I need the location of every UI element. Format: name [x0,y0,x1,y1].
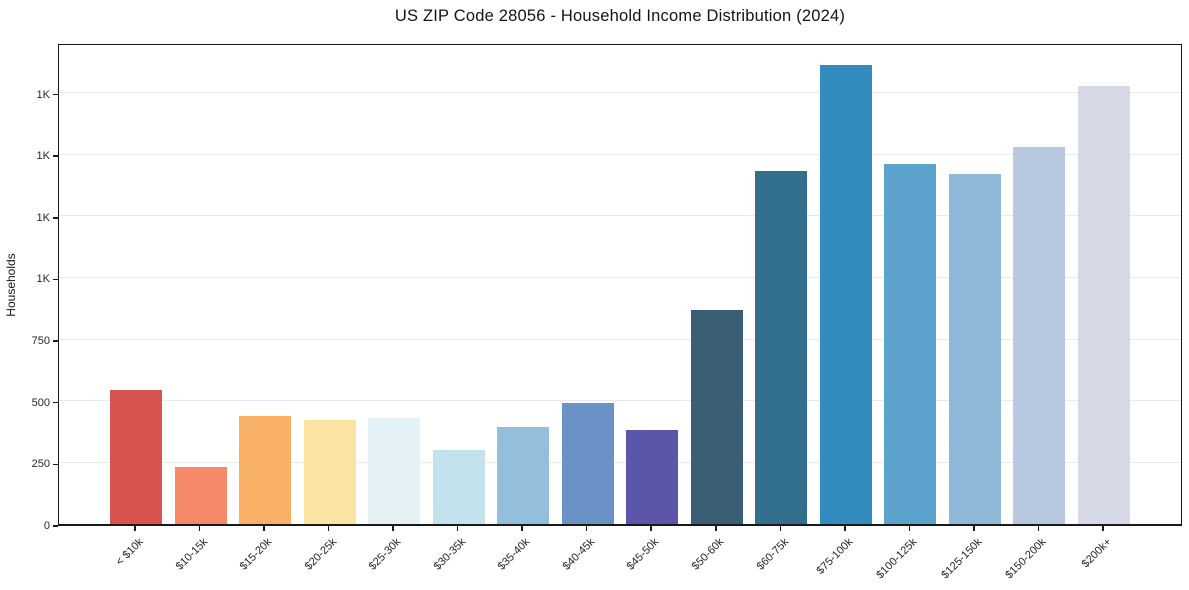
y-tick-mark [53,401,58,404]
bar-$35-40k [497,426,550,524]
x-tick-mark [134,526,136,531]
bar-$100-125k [884,164,937,524]
y-tick-mark [53,217,58,219]
y-tick-label: 1K [36,273,50,286]
x-tick-mark [650,526,652,531]
x-tick-mark [715,526,717,531]
gridline [59,92,1181,94]
x-tick-label: $25-30k [367,536,404,573]
x-tick-mark [973,526,975,531]
bar-$75-100k [819,65,872,524]
x-tick-label: $60-75k [754,536,791,573]
bar-$200k+ [1077,86,1130,524]
x-tick-mark [585,526,588,531]
x-tick-label: < $10k [113,536,146,569]
bar-$45-50k [626,430,679,524]
x-tick-label: $100-125k [874,536,920,582]
x-tick-label: $40-45k [560,536,598,573]
x-tick-mark [392,526,394,531]
y-tick-mark [53,278,58,281]
bar-$150-200k [1013,146,1066,524]
y-tick-label: 1K [36,211,50,224]
bar-$125-150k [948,173,1001,524]
x-tick-mark [1037,526,1040,531]
y-tick-label: 750 [31,335,50,348]
y-tick-mark [53,155,58,157]
x-tick-label: $150-200k [1003,536,1049,582]
x-tick-label: $30-35k [431,536,469,573]
x-tick-mark [521,526,523,531]
x-tick-label: $200k+ [1079,536,1114,571]
bar-$40-45k [561,403,614,524]
y-tick-mark [53,463,58,466]
x-tick-label: $50-60k [689,536,727,573]
x-tick-label: $35-40k [496,536,533,573]
x-tick-label: $45-50k [625,536,662,573]
x-tick-mark [263,526,265,531]
x-tick-label: $10-15k [173,536,211,573]
bar-$60-75k [755,171,808,524]
y-tick-mark [53,525,58,527]
y-tick-label: 250 [31,458,50,471]
y-tick-label: 0 [43,520,50,532]
x-tick-label: $125-150k [939,536,985,582]
x-tick-mark [844,526,846,531]
bar-$50-60k [690,309,743,524]
x-tick-label: $20-25k [302,536,340,573]
plot-area [58,44,1182,526]
chart-title: US ZIP Code 28056 - Household Income Dis… [394,7,846,25]
gridline [59,215,1181,217]
bar-$25-30k [368,418,421,524]
gridline [59,461,1181,463]
bar-< $10k [110,389,162,524]
gridline [59,338,1181,340]
x-tick-mark [456,526,459,531]
gridline [59,400,1181,402]
y-tick-label: 1K [36,88,50,101]
x-tick-label: $15-20k [237,536,275,573]
x-tick-label: $75-100k [814,536,856,577]
gridline [59,153,1181,155]
x-tick-mark [908,526,911,531]
gridline [59,276,1181,278]
y-tick-label: 500 [31,396,50,409]
y-tick-label: 1K [36,150,50,163]
bar-$20-25k [303,420,356,524]
bar-$10-15k [174,467,227,524]
y-tick-mark [53,93,58,96]
y-tick-mark [53,340,58,342]
bar-$30-35k [432,450,485,524]
x-tick-mark [327,526,330,531]
bar-$15-20k [239,415,292,524]
x-tick-mark [779,526,782,531]
x-tick-mark [1102,526,1104,531]
x-tick-mark [198,526,201,531]
